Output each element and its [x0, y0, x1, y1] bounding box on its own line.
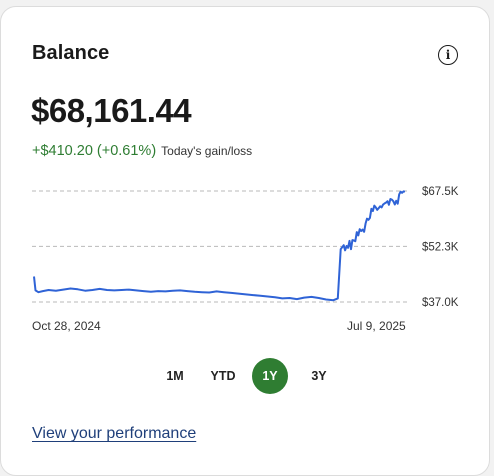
gain-value: +$410.20 (+0.61%): [32, 143, 157, 159]
balance-series-line: [33, 190, 406, 302]
view-performance-link[interactable]: View your performance: [32, 425, 197, 442]
balance-card: Balance i $68,161.44 +$410.20 (+0.61%) T…: [0, 6, 490, 476]
time-range-selector: 1M YTD 1Y 3Y: [1, 358, 491, 394]
range-1m-button[interactable]: 1M: [166, 369, 184, 383]
y-tick-label: $67.5K: [422, 186, 459, 198]
card-title: Balance: [32, 42, 110, 64]
y-tick-label: $37.0K: [422, 297, 459, 309]
x-start-label: Oct 28, 2024: [32, 319, 101, 333]
range-3y-button[interactable]: 3Y: [311, 369, 327, 383]
x-end-label: Jul 9, 2025: [347, 319, 406, 333]
gain-row: +$410.20 (+0.61%) Today's gain/loss: [32, 143, 252, 159]
gain-label: Today's gain/loss: [161, 144, 253, 158]
balance-chart[interactable]: $67.5K $52.3K $37.0K: [1, 167, 491, 317]
balance-amount: $68,161.44: [31, 92, 192, 129]
range-1y-button[interactable]: 1Y: [252, 358, 288, 394]
y-tick-label: $52.3K: [422, 241, 459, 253]
range-ytd-button[interactable]: YTD: [210, 369, 236, 383]
info-icon[interactable]: i: [438, 45, 458, 65]
